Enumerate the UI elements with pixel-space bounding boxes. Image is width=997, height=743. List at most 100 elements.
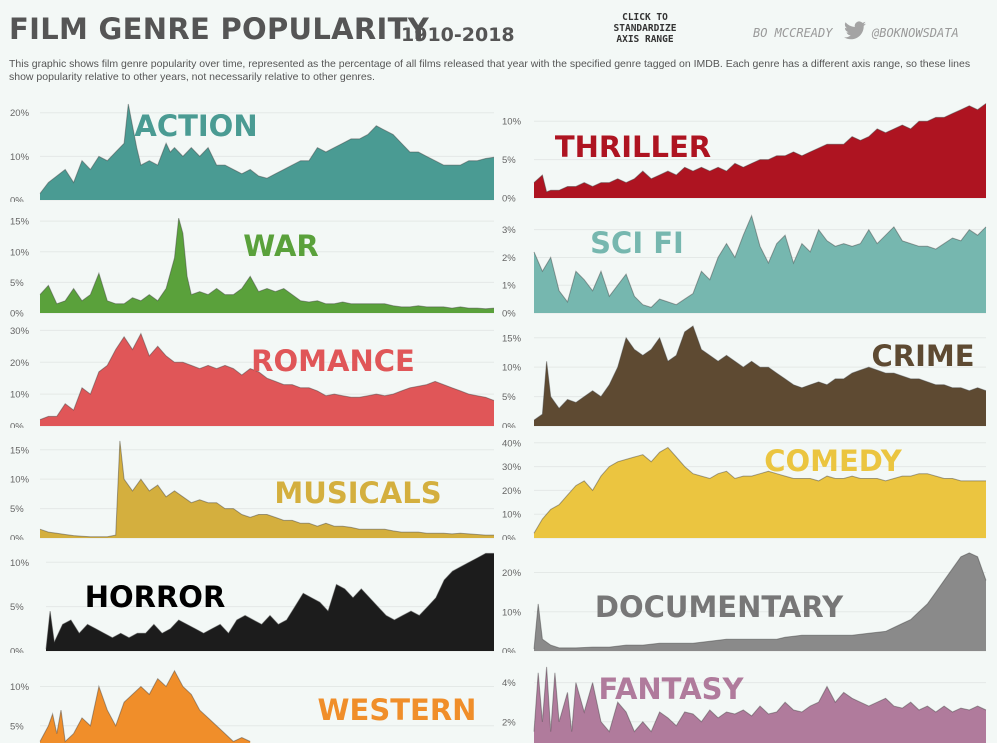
crime-tick-label: 10% xyxy=(502,363,522,374)
crime-line xyxy=(533,325,987,421)
standardize-line-2: STANDARDIZE xyxy=(613,23,677,34)
musicals-tick-label: 10% xyxy=(10,475,30,486)
twitter-handle-link[interactable]: @BOKNOWSDATA xyxy=(872,26,959,40)
sci-fi-line xyxy=(533,214,987,308)
documentary-chart-panel: 0% 10% 20% DOCUMENTARY xyxy=(500,543,990,653)
author-name: BO MCCREADY xyxy=(753,26,833,40)
twitter-bird-icon[interactable] xyxy=(842,19,868,43)
standardize-line-1: CLICK TO xyxy=(622,12,668,23)
western-chart-panel: 0%5%10%WESTERN xyxy=(8,657,495,743)
header: FILM GENRE POPULARITY 1910-2018 CLICK TO… xyxy=(0,0,997,95)
documentary-area xyxy=(534,552,986,651)
musicals-tick-label: 15% xyxy=(10,445,30,456)
crime-tick-label: 0% xyxy=(502,422,516,429)
sci-fi-chart: 0% 1% 2% 3% SCI FI xyxy=(502,214,987,318)
fantasy-label: FANTASY xyxy=(598,672,744,706)
thriller-line xyxy=(533,103,987,193)
war-chart: 0% 5% 10% 15% WAR xyxy=(10,217,495,317)
romance-tick-label: 10% xyxy=(10,390,30,401)
sci-fi-tick-label: 1% xyxy=(502,281,516,292)
war-area xyxy=(40,218,494,313)
action-area xyxy=(40,104,494,200)
sci-fi-tick-label: 0% xyxy=(502,309,516,318)
page-title: FILM GENRE POPULARITY xyxy=(9,12,429,46)
war-label: WAR xyxy=(243,229,318,263)
comedy-line xyxy=(533,446,986,534)
sci-fi-tick-label: 2% xyxy=(502,253,516,264)
western-line xyxy=(39,669,251,743)
western-label: WESTERN xyxy=(318,693,477,727)
documentary-chart: 0% 10% 20% DOCUMENTARY xyxy=(502,552,987,654)
crime-chart-panel: 0% 5% 10% 15% CRIME xyxy=(500,320,990,428)
standardize-line-3: AXIS RANGE xyxy=(616,34,674,45)
western-tick-label: 10% xyxy=(10,682,30,693)
sci-fi-area xyxy=(534,215,986,313)
action-chart: 0% 10% 20% ACTION xyxy=(10,103,495,202)
thriller-label: THRILLER xyxy=(555,130,711,164)
western-area xyxy=(40,670,251,743)
musicals-chart-panel: 0% 5% 10% 15% MUSICALS xyxy=(8,432,495,540)
crime-tick-label: 5% xyxy=(502,392,516,403)
horror-area xyxy=(46,553,494,651)
fantasy-chart-panel: 2% 4% FANTASY xyxy=(500,657,990,743)
romance-tick-label: 30% xyxy=(10,326,30,337)
comedy-tick-label: 40% xyxy=(502,438,522,449)
romance-area xyxy=(40,333,494,426)
thriller-tick-label: 0% xyxy=(502,194,516,203)
documentary-tick-label: 0% xyxy=(502,647,516,654)
war-chart-panel: 0% 5% 10% 15% WAR xyxy=(8,207,495,317)
page-subtitle: This graphic shows film genre popularity… xyxy=(9,58,971,83)
documentary-tick-label: 10% xyxy=(502,607,522,618)
romance-chart-panel: 0% 10% 20% 30% ROMANCE xyxy=(8,320,495,428)
war-tick-label: 10% xyxy=(10,247,30,258)
thriller-area xyxy=(534,103,986,198)
thriller-chart: 0% 5% 10% THRILLER xyxy=(502,103,987,203)
horror-label: HORROR xyxy=(85,580,226,614)
crime-label: CRIME xyxy=(871,339,974,373)
western-chart: 0%5%10%WESTERN xyxy=(10,669,494,743)
action-label: ACTION xyxy=(134,109,257,143)
thriller-tick-label: 5% xyxy=(502,155,516,166)
romance-tick-label: 20% xyxy=(10,358,30,369)
crime-tick-label: 15% xyxy=(502,333,522,344)
thriller-tick-label: 10% xyxy=(502,117,522,128)
fantasy-tick-label: 2% xyxy=(502,717,516,728)
comedy-chart: 0% 10% 20% 30% 40% COMEDY xyxy=(502,438,986,541)
war-tick-label: 15% xyxy=(10,217,30,228)
comedy-tick-label: 10% xyxy=(502,510,522,521)
romance-chart: 0% 10% 20% 30% ROMANCE xyxy=(10,326,495,429)
war-line xyxy=(39,217,495,310)
musicals-label: MUSICALS xyxy=(274,476,441,510)
romance-label: ROMANCE xyxy=(251,344,415,378)
musicals-tick-label: 0% xyxy=(10,534,24,541)
year-range: 1910-2018 xyxy=(401,24,515,46)
documentary-line xyxy=(533,552,987,650)
horror-tick-label: 10% xyxy=(10,558,30,569)
sci-fi-label: SCI FI xyxy=(590,226,684,260)
horror-chart: 0% 5% 10% HORROR xyxy=(10,552,494,654)
fantasy-chart: 2% 4% FANTASY xyxy=(502,666,987,743)
romance-tick-label: 0% xyxy=(10,422,24,429)
romance-line xyxy=(39,332,495,421)
thriller-chart-panel: 0% 5% 10% THRILLER xyxy=(500,96,990,202)
documentary-label: DOCUMENTARY xyxy=(595,590,844,624)
documentary-tick-label: 20% xyxy=(502,568,522,579)
musicals-tick-label: 5% xyxy=(10,504,24,515)
western-tick-label: 5% xyxy=(10,721,24,732)
comedy-tick-label: 0% xyxy=(502,534,516,541)
fantasy-area xyxy=(534,666,986,743)
musicals-line xyxy=(39,440,494,538)
comedy-tick-label: 20% xyxy=(502,486,522,497)
comedy-label: COMEDY xyxy=(764,444,903,478)
comedy-chart-panel: 0% 10% 20% 30% 40% COMEDY xyxy=(500,432,990,540)
war-tick-label: 5% xyxy=(10,278,24,289)
comedy-tick-label: 30% xyxy=(502,462,522,473)
crime-area xyxy=(534,326,986,426)
horror-tick-label: 5% xyxy=(10,602,24,613)
horror-chart-panel: 0% 5% 10% HORROR xyxy=(8,543,495,653)
musicals-chart: 0% 5% 10% 15% MUSICALS xyxy=(10,440,494,541)
standardize-axis-button[interactable]: CLICK TO STANDARDIZE AXIS RANGE xyxy=(600,12,690,45)
crime-chart: 0% 5% 10% 15% CRIME xyxy=(502,325,987,429)
horror-tick-label: 0% xyxy=(10,647,24,654)
sci-fi-chart-panel: 0% 1% 2% 3% SCI FI xyxy=(500,207,990,317)
